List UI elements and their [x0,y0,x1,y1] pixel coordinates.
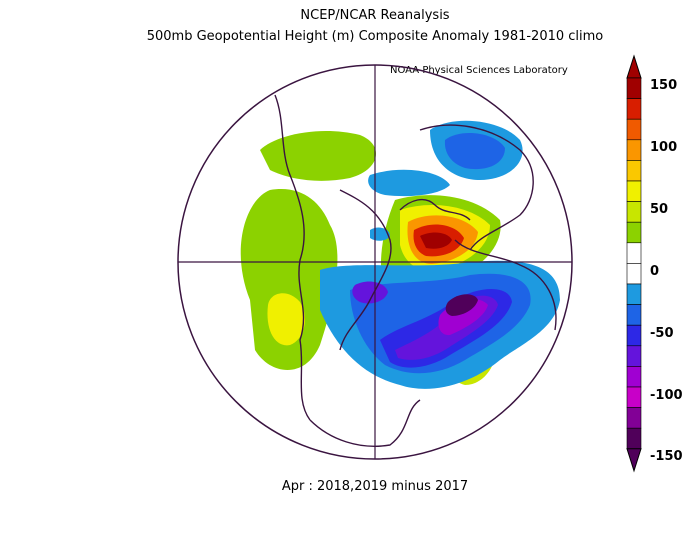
colorbar-swatch [626,118,642,141]
title-line-2: 500mb Geopotential Height (m) Composite … [146,29,604,44]
colorbar-swatch [626,180,642,202]
colorbar-swatch [626,324,642,347]
colorbar-swatch [626,201,642,223]
colorbar-swatch [626,386,642,408]
colorbar-swatch [626,304,642,326]
colorbar-swatch [626,263,642,285]
anomaly-green-north [260,130,377,181]
colorbar-swatch [626,160,642,182]
colorbar-swatch [626,407,642,429]
anomaly-blue-right [368,169,450,197]
colorbar-swatch [626,366,642,388]
anomaly-yellow-west [267,293,305,346]
caption: Apr : 2018,2019 minus 2017 [281,479,469,494]
colorbar-label-m150: -150 [650,449,683,464]
coastlines [274,94,557,447]
colorbar-swatch [626,221,642,244]
colorbar-swatch [626,242,642,264]
anomaly-darkred-center [420,232,452,249]
colorbar [626,54,642,473]
colorbar-label-100: 100 [650,140,678,155]
title-line-1: NCEP/NCAR Reanalysis [300,8,450,23]
colorbar-swatch [626,345,642,367]
colorbar-label-150: 150 [650,78,678,93]
colorbar-label-0: 0 [650,264,660,279]
colorbar-label-m50: -50 [650,326,674,341]
colorbar-label-50: 50 [650,202,669,217]
colorbar-label-m100: -100 [650,388,683,403]
map-grid [177,64,573,460]
colorbar-swatch [626,139,642,161]
colorbar-bottom-arrow [626,448,642,473]
anomaly-darkpurple-eurasia [445,294,478,316]
colorbar-swatch [626,427,642,450]
credit-label: NOAA Physical Sciences Laboratory [390,65,568,76]
anomaly-negative-fields [320,120,560,389]
colorbar-top-arrow [626,54,642,79]
anomaly-purple-pole [352,281,388,304]
colorbar-swatch [626,77,642,99]
colorbar-swatch [626,283,642,305]
anomaly-navy-north [444,133,505,170]
anomaly-green-west [240,189,338,370]
colorbar-swatch [626,98,642,120]
